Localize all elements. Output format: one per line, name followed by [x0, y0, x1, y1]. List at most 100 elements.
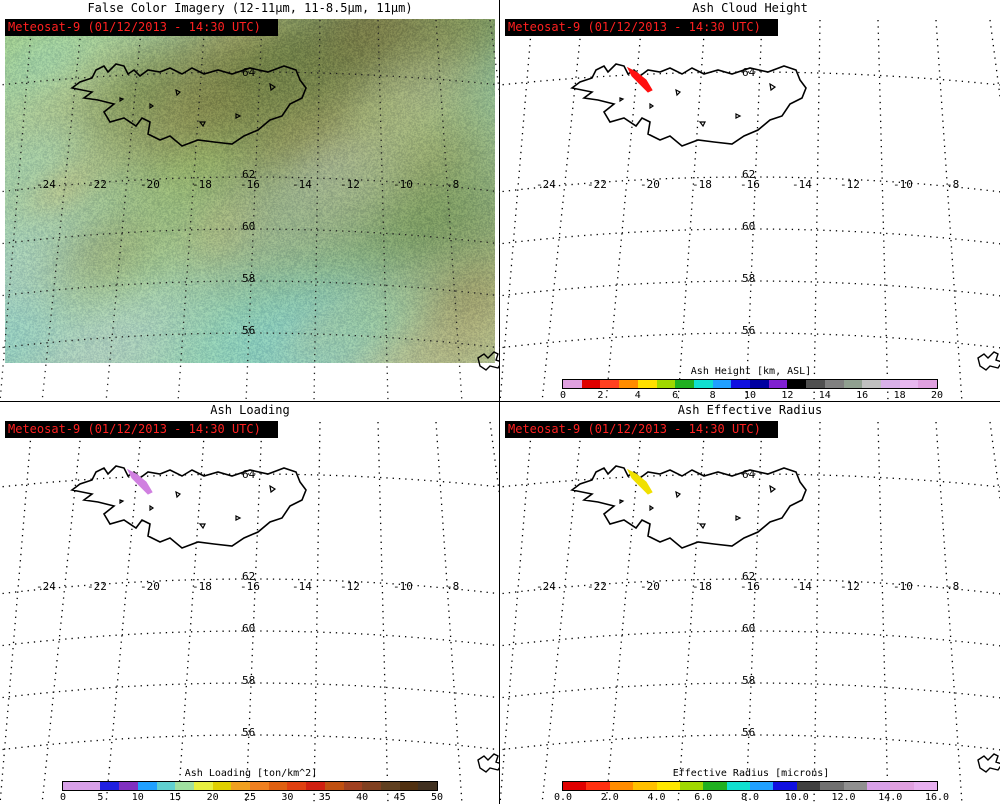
ash-plume: [626, 468, 653, 495]
colorbar-tick: 5: [97, 792, 104, 803]
panel-ash-radius: Ash Effective Radius Meteosat-9 (01/12/2…: [500, 402, 1000, 804]
longitude-label: -22: [587, 178, 607, 191]
colorbar-swatch: [563, 782, 587, 790]
colorbar-swatch: [362, 782, 381, 790]
colorbar-swatch: [703, 782, 727, 790]
island-outline: [769, 82, 777, 92]
colorbar-swatch: [773, 782, 797, 790]
longitude-label: -14: [792, 580, 812, 593]
colorbar: Effective Radius [microns] 0.0 2.0 4.0 6.0 8.…: [554, 768, 949, 804]
longitude-label: -20: [140, 178, 160, 191]
island-outline: [675, 88, 682, 97]
colorbar-tick: 30: [281, 792, 294, 803]
colorbar-tick: 0.0: [553, 792, 573, 803]
longitude-label: -18: [192, 580, 212, 593]
colorbar-swatch: [418, 782, 438, 790]
latitude-label: 62: [742, 570, 756, 583]
latitude-label: 58: [242, 674, 256, 687]
colorbar-swatch: [787, 380, 807, 388]
colorbar-swatch: [693, 380, 713, 388]
latitude-label: 64: [242, 468, 256, 481]
iceland-coastline: [570, 63, 807, 147]
latitude-label: 58: [742, 272, 756, 285]
longitude-gridline: [877, 421, 889, 804]
island-outline: [149, 102, 155, 110]
longitude-label: -14: [792, 178, 812, 191]
longitude-label: -14: [292, 580, 312, 593]
colorbar-tick: 6.0: [694, 792, 713, 803]
longitude-label: -24: [536, 580, 556, 593]
island-outline: [198, 523, 206, 530]
colorbar-swatch: [796, 782, 821, 790]
longitude-label: -24: [36, 580, 56, 593]
latitude-label: 60: [742, 220, 756, 233]
longitude-label: -14: [292, 178, 312, 191]
colorbar-swatches: [562, 781, 938, 791]
longitude-gridline: [313, 421, 321, 804]
longitude-label: -18: [192, 178, 212, 191]
colorbar-swatch: [656, 782, 680, 790]
colorbar-swatch: [806, 380, 825, 388]
colorbar-tick: 6: [672, 390, 679, 401]
longitude-gridline: [500, 19, 533, 402]
island-outline: [175, 490, 182, 499]
island-outline: [269, 484, 277, 494]
colorbar-swatch: [231, 782, 251, 790]
colorbar-tick: 0: [559, 390, 567, 401]
colorbar-swatch: [890, 782, 914, 790]
colorbar-swatch: [600, 380, 620, 388]
faroe-coastline: [477, 753, 500, 773]
colorbar-tick: 8: [709, 390, 716, 401]
colorbar-swatch: [843, 782, 867, 790]
colorbar-swatch: [250, 782, 269, 790]
false-color-image: [5, 19, 495, 363]
latitude-label: 62: [242, 168, 256, 181]
longitude-gridline: [677, 421, 706, 804]
longitude-label: -20: [640, 580, 660, 593]
colorbar-tick: 12: [781, 390, 794, 401]
latitude-label: 60: [242, 622, 256, 635]
colorbar-swatch: [137, 782, 157, 790]
colorbar-swatch: [750, 380, 769, 388]
colorbar-swatch: [619, 380, 638, 388]
latitude-label: 60: [742, 622, 756, 635]
longitude-label: -12: [340, 178, 360, 191]
longitude-label: -8: [946, 178, 960, 191]
longitude-gridline: [877, 19, 889, 402]
latitude-label: 58: [742, 674, 756, 687]
island-outline: [735, 515, 742, 521]
colorbar-swatch: [637, 380, 657, 388]
latitude-label: 64: [242, 66, 256, 79]
colorbar-swatch: [81, 782, 101, 790]
faroe-coastline: [977, 351, 1000, 371]
longitude-gridline: [0, 19, 33, 402]
longitude-label: -12: [840, 580, 860, 593]
colorbar-swatch: [324, 782, 344, 790]
colorbar-tick: 4.0: [647, 792, 666, 803]
longitude-gridline: [500, 421, 533, 804]
island-outline: [119, 97, 125, 103]
longitude-gridline: [377, 421, 389, 804]
longitude-label: -10: [893, 580, 913, 593]
colorbar-swatch: [899, 380, 919, 388]
colorbar-swatch: [380, 782, 400, 790]
island-outline: [619, 97, 625, 103]
colorbar-swatch: [633, 782, 657, 790]
panel-ash-height: Ash Cloud Height Meteosat-9 (01/12/2013 …: [500, 0, 1000, 402]
longitude-label: -22: [87, 580, 107, 593]
colorbar-tick: 45: [393, 792, 406, 803]
longitude-gridline: [41, 19, 83, 402]
iceland-coastline: [570, 465, 807, 549]
colorbar-swatch: [726, 782, 750, 790]
colorbar-swatch: [731, 380, 751, 388]
ash-plume: [626, 66, 653, 93]
colorbar-tick: 2: [597, 390, 604, 401]
latitude-label: 64: [742, 66, 756, 79]
colorbar-tick: 4: [634, 390, 641, 401]
longitude-gridline: [245, 421, 263, 804]
longitude-label: -24: [36, 178, 56, 191]
map-overlay: [500, 421, 1000, 804]
longitude-gridline: [989, 421, 1000, 504]
longitude-gridline: [745, 421, 763, 804]
vertical-divider: [499, 0, 500, 804]
